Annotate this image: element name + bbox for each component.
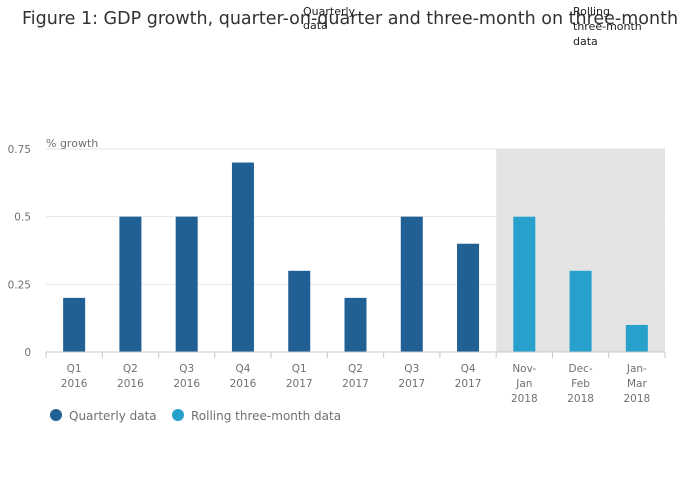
- legend-rolling-label: Rolling three-month data: [191, 409, 341, 423]
- legend: Quarterly data Rolling three-month data: [50, 409, 341, 423]
- x-tick-label: Q4 2017: [455, 363, 482, 390]
- legend-quarterly-swatch: [50, 409, 62, 421]
- annotation-quarterly: Quarterly data: [303, 5, 359, 32]
- y-tick-label: 0.5: [14, 212, 31, 224]
- bar-rolling: [513, 216, 536, 352]
- bar-quarterly: [344, 297, 367, 352]
- x-tick-label: Q2 2016: [117, 363, 144, 390]
- x-tick-label: Q1 2017: [286, 363, 313, 390]
- x-tick-label: Jan-Mar 2018: [623, 363, 650, 405]
- x-tick-label: Q4 2016: [230, 363, 257, 390]
- bar-quarterly: [63, 297, 86, 352]
- y-axis-ticks: 0 0.25 0.5 0.75: [8, 144, 31, 359]
- y-tick-label: 0.75: [8, 144, 31, 156]
- x-tick-label: Dec-Feb 2018: [567, 363, 594, 405]
- bar-rolling: [625, 324, 648, 352]
- bar-quarterly: [457, 243, 480, 352]
- annotation-rolling: Rolling three-month data: [573, 5, 645, 48]
- bars: [63, 162, 648, 352]
- bar-quarterly: [231, 162, 254, 352]
- x-tick-label: Q2 2017: [342, 363, 369, 390]
- x-tick-label: Q1 2016: [61, 363, 88, 390]
- x-tick-label: Q3 2017: [398, 363, 425, 390]
- legend-quarterly-label: Quarterly data: [69, 409, 157, 423]
- y-axis-label: % growth: [46, 137, 98, 150]
- bar-quarterly: [400, 216, 423, 352]
- y-tick-label: 0: [24, 347, 31, 359]
- bar-quarterly: [119, 216, 142, 352]
- bar-rolling: [569, 270, 592, 352]
- y-tick-label: 0.25: [8, 279, 31, 291]
- chart-title: Figure 1: GDP growth, quarter-on-quarter…: [22, 9, 678, 29]
- gridlines: [46, 148, 665, 285]
- bar-quarterly: [288, 270, 311, 352]
- bar-quarterly: [175, 216, 198, 352]
- x-tick-label: Nov-Jan 2018: [511, 363, 538, 405]
- legend-rolling-swatch: [172, 409, 184, 421]
- x-axis-ticks: Q1 2016 Q2 2016 Q3 2016 Q4 2016 Q1 2017 Q2 2017 Q3 20…: [45, 352, 666, 405]
- x-tick-label: Q3 2016: [173, 363, 200, 390]
